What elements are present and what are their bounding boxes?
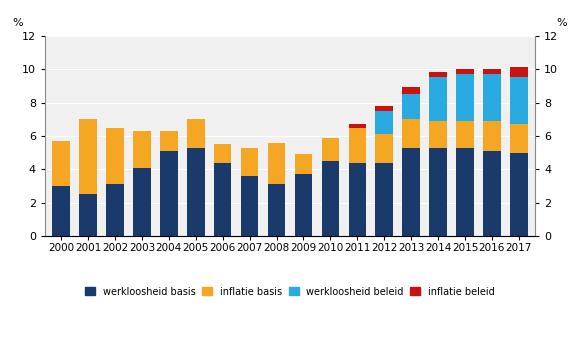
- Bar: [456, 121, 474, 148]
- Bar: [483, 69, 501, 74]
- Bar: [187, 119, 205, 148]
- Bar: [349, 127, 366, 162]
- Bar: [295, 174, 312, 236]
- Bar: [510, 68, 528, 77]
- Bar: [52, 186, 70, 236]
- Bar: [456, 69, 474, 74]
- Bar: [295, 154, 312, 174]
- Bar: [349, 162, 366, 236]
- Bar: [483, 74, 501, 121]
- Bar: [429, 77, 447, 121]
- Bar: [510, 153, 528, 236]
- Bar: [133, 131, 151, 168]
- Bar: [510, 124, 528, 153]
- Bar: [187, 148, 205, 236]
- Bar: [106, 184, 124, 236]
- Bar: [268, 142, 285, 184]
- Bar: [106, 127, 124, 184]
- Bar: [483, 151, 501, 236]
- Bar: [375, 111, 393, 134]
- Bar: [322, 138, 339, 161]
- Bar: [349, 124, 366, 127]
- Bar: [52, 141, 70, 186]
- Bar: [403, 88, 420, 94]
- Bar: [429, 72, 447, 77]
- Legend: werkloosheid basis, inflatie basis, werkloosheid beleid, inflatie beleid: werkloosheid basis, inflatie basis, werk…: [84, 285, 496, 299]
- Bar: [268, 184, 285, 236]
- Bar: [429, 121, 447, 148]
- Bar: [79, 194, 97, 236]
- Bar: [375, 134, 393, 162]
- Text: %: %: [13, 18, 23, 28]
- Bar: [456, 148, 474, 236]
- Bar: [375, 162, 393, 236]
- Bar: [429, 148, 447, 236]
- Bar: [241, 148, 258, 176]
- Bar: [456, 74, 474, 121]
- Bar: [322, 161, 339, 236]
- Bar: [510, 77, 528, 124]
- Bar: [375, 106, 393, 111]
- Bar: [483, 121, 501, 151]
- Bar: [403, 148, 420, 236]
- Bar: [160, 131, 177, 151]
- Text: %: %: [557, 18, 567, 28]
- Bar: [133, 168, 151, 236]
- Bar: [160, 151, 177, 236]
- Bar: [79, 119, 97, 194]
- Bar: [214, 144, 231, 162]
- Bar: [403, 94, 420, 119]
- Bar: [403, 119, 420, 148]
- Bar: [214, 162, 231, 236]
- Bar: [241, 176, 258, 236]
